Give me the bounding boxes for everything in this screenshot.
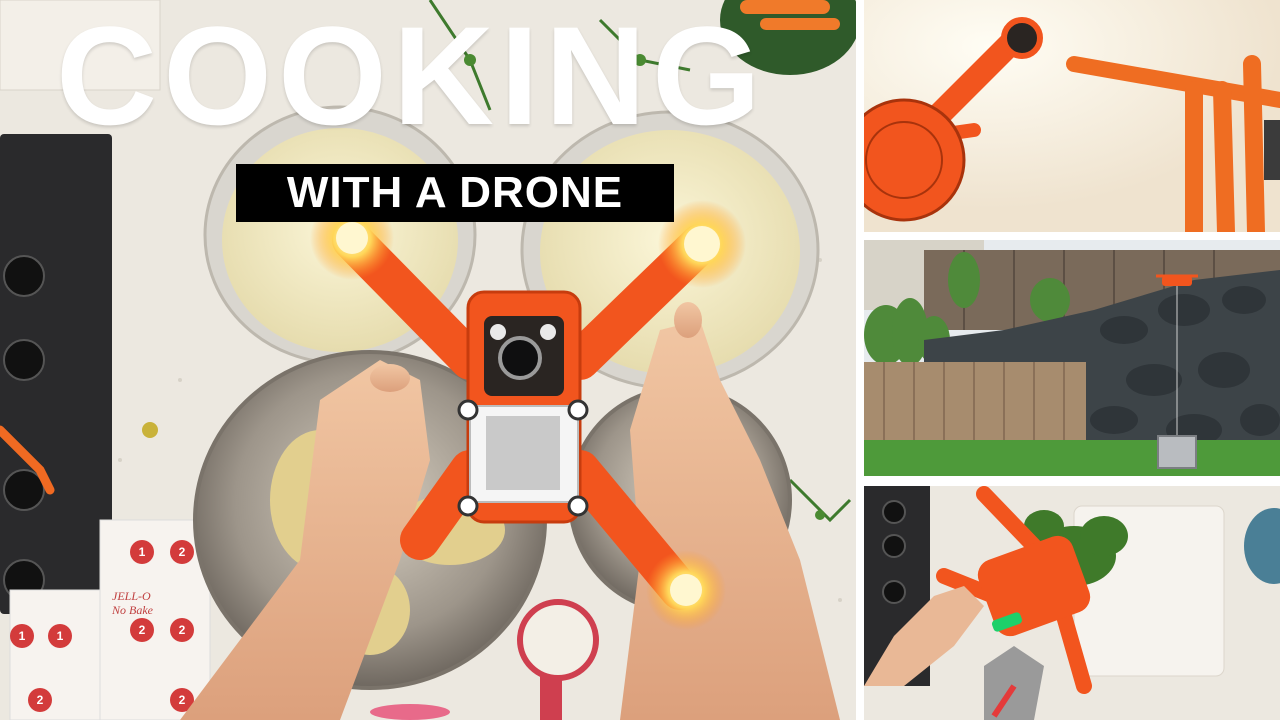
mesh-glove xyxy=(984,646,1044,720)
title-main: COOKING xyxy=(56,0,767,154)
teal-bowl xyxy=(1244,508,1280,584)
drone-icon xyxy=(936,486,1092,694)
packet-label: 1 xyxy=(19,629,26,643)
main-photo: 1 2 2 2 1 1 2 2 JELL-O No Bake xyxy=(0,0,856,720)
packet-label: 2 xyxy=(37,693,44,707)
jello-packets: 1 2 2 2 1 1 2 2 JELL-O No Bake xyxy=(9,519,211,720)
carrots xyxy=(1066,55,1280,232)
camera-lens-icon xyxy=(498,336,542,380)
packet-label: 2 xyxy=(139,623,146,637)
drone-icon xyxy=(864,17,1043,222)
measuring-cup xyxy=(517,599,599,681)
drone-icon xyxy=(1156,274,1198,286)
backyard-photo xyxy=(864,240,1280,476)
packet-label: 1 xyxy=(139,545,146,559)
packet-label: 1 xyxy=(57,629,64,643)
packet-label: 2 xyxy=(179,623,186,637)
pot xyxy=(1157,435,1197,469)
ingredient-box xyxy=(0,0,161,91)
drone-carrots-photo xyxy=(864,0,1280,232)
packet-label: 2 xyxy=(179,545,186,559)
drone-herbs-photo xyxy=(864,486,1280,720)
packet-label: 2 xyxy=(179,693,186,707)
packet-brand: JELL-O xyxy=(112,589,151,603)
lawn xyxy=(864,440,1280,476)
packet-product: No Bake xyxy=(111,603,154,617)
shrubs xyxy=(864,252,1070,366)
hand xyxy=(864,586,984,686)
title-subtitle: WITH A DRONE xyxy=(236,164,674,222)
